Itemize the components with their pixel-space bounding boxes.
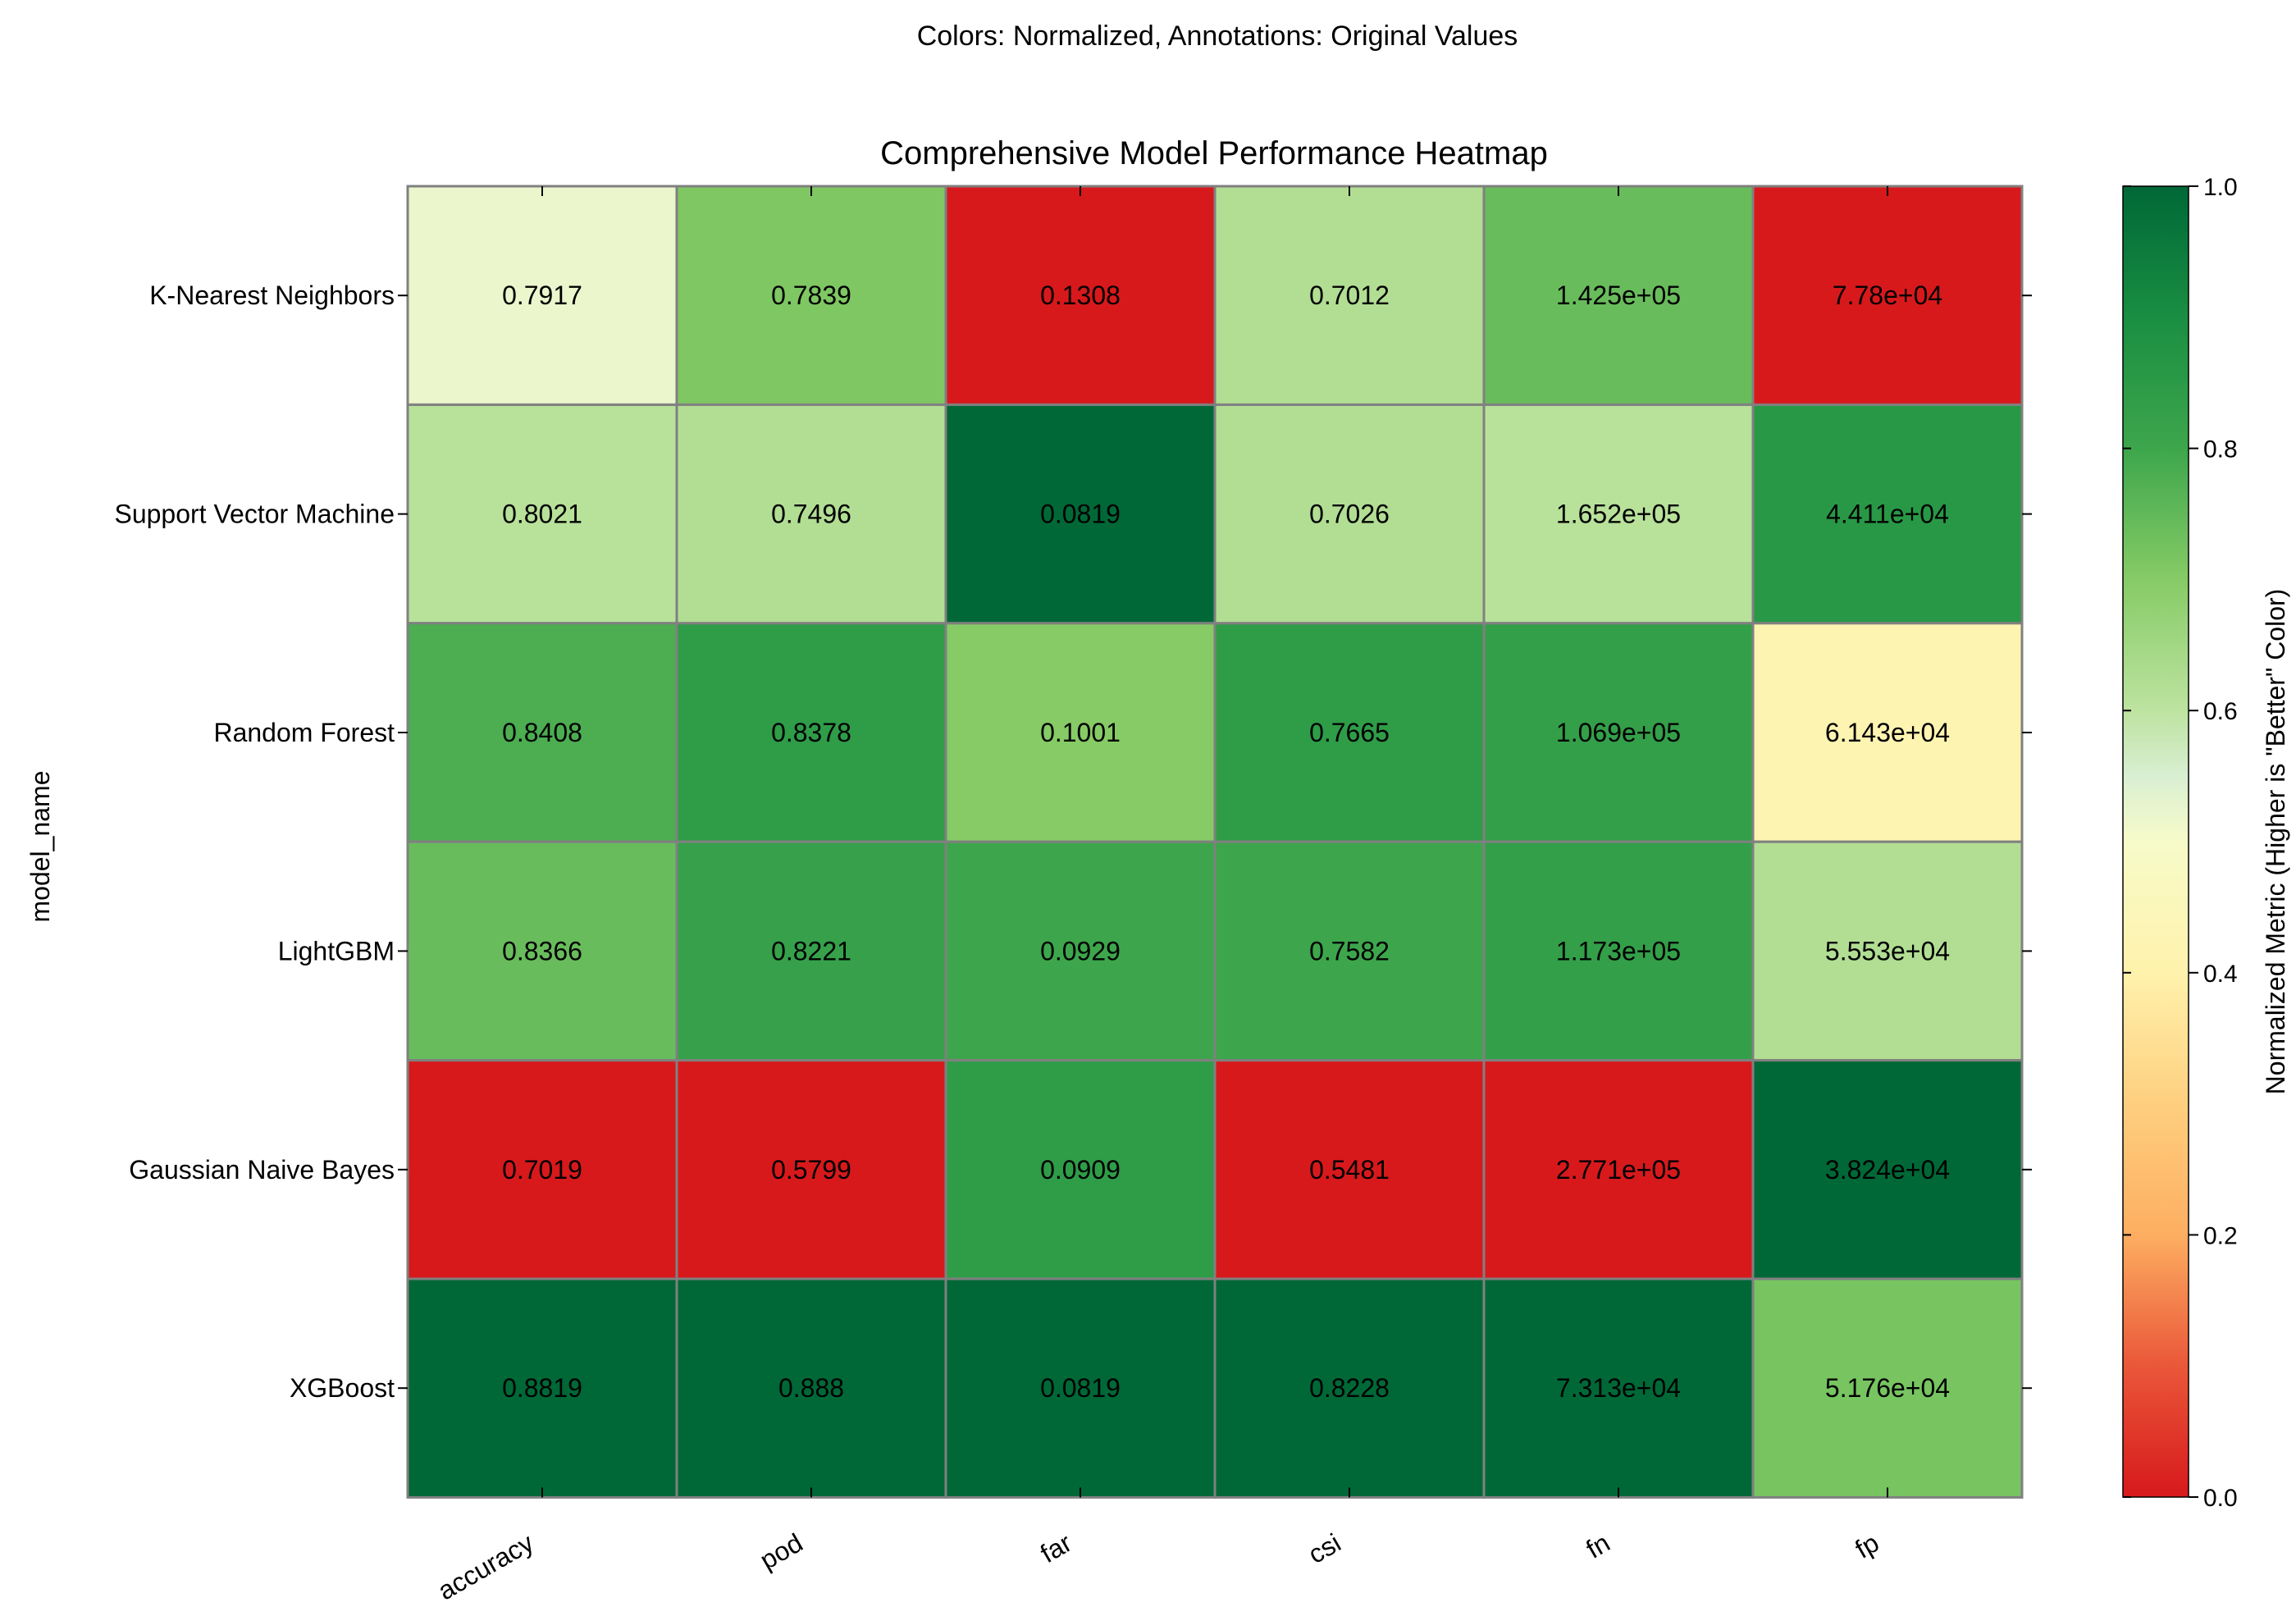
y-tick-label: Random Forest xyxy=(213,718,395,747)
chart-suptitle: Colors: Normalized, Annotations: Origina… xyxy=(917,21,1518,52)
heatmap-annotations: 0.7917 0.7839 0.1308 0.7012 1.425e+05 7.78e+0… xyxy=(502,281,1950,1403)
x-tick-label: accuracy xyxy=(433,1527,539,1605)
cell-annotation: 0.7839 xyxy=(771,281,851,310)
cell-annotation: 0.0819 xyxy=(1040,500,1121,529)
cell-annotation: 0.7665 xyxy=(1309,718,1390,747)
heatmap-cell xyxy=(1482,840,1755,1062)
x-tick-label: fn xyxy=(1581,1527,1614,1564)
cell-annotation: 0.5481 xyxy=(1309,1155,1390,1185)
colorbar-ticks: 0.0 0.2 0.4 0.6 0.8 1.0 xyxy=(2123,174,2238,1512)
heatmap-cell xyxy=(944,622,1216,843)
heatmap-cells xyxy=(406,185,2024,1499)
colorbar-tick-label: 0.0 xyxy=(2203,1485,2238,1512)
cell-annotation: 5.553e+04 xyxy=(1825,936,1950,965)
cell-annotation: 0.8021 xyxy=(502,500,582,529)
heatmap-cell xyxy=(406,1277,678,1499)
cell-annotation: 0.1308 xyxy=(1040,281,1121,310)
heatmap-cell xyxy=(1482,622,1755,843)
heatmap-cell xyxy=(1751,185,2024,406)
cell-annotation: 0.8408 xyxy=(502,718,582,747)
y-tick-label: XGBoost xyxy=(290,1373,395,1403)
cell-annotation: 1.069e+05 xyxy=(1556,718,1681,747)
cell-annotation: 0.0909 xyxy=(1040,1155,1121,1185)
y-tick-label: K-Nearest Neighbors xyxy=(149,281,395,310)
x-tick-label: far xyxy=(1035,1527,1077,1568)
heatmap-cell xyxy=(944,1059,1216,1280)
heatmap-cell xyxy=(406,622,678,843)
cell-annotation: 0.1001 xyxy=(1040,718,1121,747)
cell-annotation: 7.78e+04 xyxy=(1833,281,1942,310)
cell-annotation: 0.8378 xyxy=(771,718,851,747)
heatmap-cell xyxy=(675,403,947,625)
x-tick-label: csi xyxy=(1303,1527,1346,1569)
heatmap-cell xyxy=(1482,1277,1755,1499)
cell-annotation: 0.7026 xyxy=(1309,500,1390,529)
cell-annotation: 0.7917 xyxy=(502,281,582,310)
heatmap-cell xyxy=(1213,622,1486,843)
cell-annotation: 0.8819 xyxy=(502,1373,582,1403)
colorbar xyxy=(2122,185,2189,1498)
cell-annotation: 1.425e+05 xyxy=(1556,281,1681,310)
y-tick-label: Gaussian Naive Bayes xyxy=(129,1155,395,1185)
cell-annotation: 5.176e+04 xyxy=(1825,1373,1950,1403)
cell-annotation: 0.0819 xyxy=(1040,1373,1121,1403)
cell-annotation: 0.8228 xyxy=(1309,1373,1390,1403)
heatmap-cell xyxy=(1213,840,1486,1062)
y-axis-label: model_name xyxy=(25,771,55,923)
heatmap-cell xyxy=(1751,622,2024,843)
heatmap-cell xyxy=(675,622,947,843)
heatmap-cell xyxy=(1213,185,1486,406)
x-tick-label: pod xyxy=(755,1527,807,1575)
y-tick-label: LightGBM xyxy=(278,936,395,965)
chart-title: Comprehensive Model Performance Heatmap xyxy=(880,135,1548,171)
cell-annotation: 1.652e+05 xyxy=(1556,500,1681,529)
cell-annotation: 3.824e+04 xyxy=(1825,1155,1950,1185)
colorbar-tick-label: 1.0 xyxy=(2203,174,2238,201)
heatmap-cell xyxy=(1751,403,2024,625)
heatmap-cell xyxy=(675,185,947,406)
cell-annotation: 7.313e+04 xyxy=(1556,1373,1681,1403)
cell-annotation: 0.888 xyxy=(778,1373,844,1403)
heatmap-cell xyxy=(675,840,947,1062)
x-tick-label: fp xyxy=(1850,1527,1883,1564)
cell-annotation: 0.5799 xyxy=(771,1155,851,1185)
colorbar-tick-label: 0.6 xyxy=(2203,698,2238,725)
heatmap-cell xyxy=(1482,1059,1755,1280)
cell-annotation: 6.143e+04 xyxy=(1825,718,1950,747)
cell-annotation: 0.8221 xyxy=(771,936,851,965)
colorbar-label: Normalized Metric (Higher is "Better" Co… xyxy=(2261,589,2290,1095)
colorbar-tick-label: 0.2 xyxy=(2203,1222,2238,1249)
cell-annotation: 0.8366 xyxy=(502,936,582,965)
cell-annotation: 4.411e+04 xyxy=(1826,500,1949,529)
heatmap-cell xyxy=(1751,1277,2024,1499)
heatmap-cell xyxy=(1482,185,1755,406)
cell-annotation: 2.771e+05 xyxy=(1556,1155,1681,1185)
heatmap-cell xyxy=(406,1059,678,1280)
y-tick-label: Support Vector Machine xyxy=(114,500,395,529)
cell-annotation: 0.7012 xyxy=(1309,281,1390,310)
heatmap-cell xyxy=(406,185,678,406)
heatmap-cell xyxy=(944,840,1216,1062)
cell-annotation: 0.7582 xyxy=(1309,936,1390,965)
y-axis-ticks: K-Nearest Neighbors Support Vector Machin… xyxy=(114,281,2032,1403)
heatmap-cell xyxy=(1213,1059,1486,1280)
colorbar-tick-label: 0.4 xyxy=(2203,961,2238,988)
cell-annotation: 1.173e+05 xyxy=(1556,936,1681,965)
cell-annotation: 0.0929 xyxy=(1040,936,1121,965)
heatmap-cell xyxy=(406,840,678,1062)
cell-annotation: 0.7019 xyxy=(502,1155,582,1185)
heatmap-cell xyxy=(1213,403,1486,625)
colorbar-tick-label: 0.8 xyxy=(2203,436,2238,463)
cell-annotation: 0.7496 xyxy=(771,500,851,529)
